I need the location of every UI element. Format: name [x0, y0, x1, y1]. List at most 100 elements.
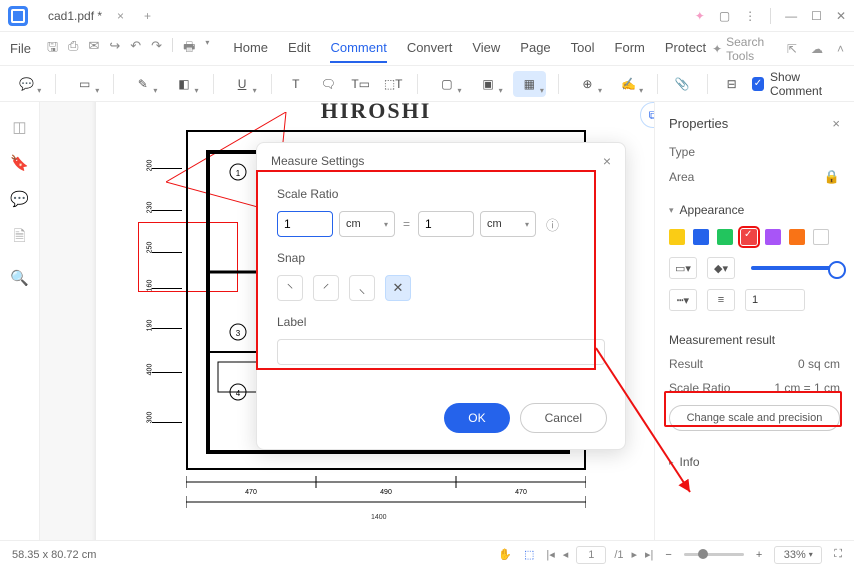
- window-minimize-icon[interactable]: —: [785, 9, 797, 23]
- save-icon[interactable]: 🖫: [47, 38, 58, 60]
- callout-tool[interactable]: 🗨: [316, 71, 340, 97]
- chevron-up-icon[interactable]: ˄: [837, 42, 844, 56]
- snap-endpoint[interactable]: ⸌: [277, 275, 303, 301]
- window-maximize-icon[interactable]: ☐: [811, 9, 822, 23]
- tab-protect[interactable]: Protect: [665, 34, 706, 63]
- swatch-purple[interactable]: [765, 229, 781, 245]
- swatch-red[interactable]: [741, 229, 757, 245]
- tab-convert[interactable]: Convert: [407, 34, 453, 63]
- print-icon[interactable]: ⎙: [68, 38, 78, 60]
- tab-tool[interactable]: Tool: [571, 34, 595, 63]
- shape-tool[interactable]: ▢▾: [430, 71, 463, 97]
- stampprev-tool[interactable]: ⊕▾: [571, 71, 604, 97]
- note-tool[interactable]: 💬▾: [10, 71, 43, 97]
- eraser-tool[interactable]: ◧▾: [167, 71, 200, 97]
- search-tools[interactable]: ✦ Search Tools: [712, 35, 773, 63]
- line-weight-btn[interactable]: ≡: [707, 289, 735, 311]
- swatch-custom[interactable]: [813, 229, 829, 245]
- opacity-slider[interactable]: [751, 266, 840, 270]
- mail-icon[interactable]: ✉: [88, 38, 99, 60]
- zoom-select[interactable]: 33%▾: [774, 546, 822, 564]
- lock-icon[interactable]: 🔒: [824, 169, 840, 185]
- scale-to-unit[interactable]: cm▾: [480, 211, 536, 237]
- stroke-color-btn[interactable]: ▭▾: [669, 257, 697, 279]
- thickness-input[interactable]: 1: [745, 289, 805, 311]
- prev-page-icon[interactable]: ◂: [563, 548, 569, 561]
- textbox-tool[interactable]: T▭: [348, 71, 372, 97]
- signature-tool[interactable]: ✍▾: [612, 71, 645, 97]
- file-menu[interactable]: File: [10, 41, 37, 56]
- last-page-icon[interactable]: ▸|: [645, 548, 653, 561]
- select-tool-icon[interactable]: ⬚: [524, 548, 534, 561]
- text-tool[interactable]: T: [284, 71, 308, 97]
- stamp-tool[interactable]: ▣▾: [471, 71, 504, 97]
- zoom-in-icon[interactable]: +: [756, 549, 762, 561]
- line-style-btn[interactable]: ┅▾: [669, 289, 697, 311]
- thumbnails-icon[interactable]: ◫: [12, 118, 26, 136]
- notes-icon[interactable]: ▢: [719, 9, 730, 23]
- appearance-section[interactable]: Appearance: [669, 203, 840, 217]
- statusbar: 58.35 x 80.72 cm ✋ ⬚ |◂ ◂ 1 /1 ▸ ▸| − + …: [0, 540, 854, 568]
- window-close-icon[interactable]: ✕: [836, 9, 846, 23]
- info-section[interactable]: Info: [669, 455, 840, 469]
- tab-page[interactable]: Page: [520, 34, 550, 63]
- share-icon[interactable]: ↪: [109, 38, 120, 60]
- swatch-blue[interactable]: [693, 229, 709, 245]
- redo-icon[interactable]: ↷: [151, 38, 162, 60]
- print2-icon[interactable]: 🖶: [183, 38, 195, 60]
- tab-form[interactable]: Form: [615, 34, 645, 63]
- snap-midpoint[interactable]: ⸍: [313, 275, 339, 301]
- fill-color-btn[interactable]: ◆▾: [707, 257, 735, 279]
- underline-tool[interactable]: U▾: [225, 71, 258, 97]
- zoom-out-icon[interactable]: −: [665, 549, 671, 561]
- label-input[interactable]: [277, 339, 605, 365]
- ok-button[interactable]: OK: [444, 403, 509, 433]
- zoom-slider[interactable]: [684, 553, 744, 556]
- kebab-menu-icon[interactable]: ⋮: [744, 9, 756, 23]
- compare-badge-icon[interactable]: ⧉: [640, 102, 654, 128]
- snap-path[interactable]: ⸜: [349, 275, 375, 301]
- page-total: /1: [614, 549, 623, 561]
- measure-settings-dialog: Measure Settings × Scale Ratio cm▾ = cm▾…: [256, 142, 626, 450]
- document-tab[interactable]: cad1.pdf * ×: [38, 3, 132, 29]
- snap-intersection[interactable]: ✕: [385, 275, 411, 301]
- tab-home[interactable]: Home: [233, 34, 268, 63]
- show-comment-toggle[interactable]: ✓ Show Comment: [752, 70, 844, 98]
- open-external-icon[interactable]: ⇱: [787, 42, 797, 56]
- ai-sparkle-icon[interactable]: ✦: [695, 9, 705, 23]
- measure-tool[interactable]: ▦▾: [513, 71, 546, 97]
- comments-icon[interactable]: 💬: [10, 190, 29, 208]
- change-scale-button[interactable]: Change scale and precision: [669, 405, 840, 431]
- help-icon[interactable]: ⓘ: [546, 215, 559, 234]
- tab-close-icon[interactable]: ×: [117, 9, 124, 23]
- swatch-orange[interactable]: [789, 229, 805, 245]
- highlight-tool[interactable]: ▭▾: [68, 71, 101, 97]
- print-dd-icon[interactable]: ▾: [205, 38, 209, 60]
- hand-tool-icon[interactable]: ✋: [498, 548, 512, 561]
- tab-comment[interactable]: Comment: [330, 34, 386, 63]
- tab-edit[interactable]: Edit: [288, 34, 310, 63]
- scale-to-input[interactable]: [418, 211, 474, 237]
- search-icon[interactable]: 🔍: [10, 269, 29, 287]
- undo-icon[interactable]: ↶: [130, 38, 141, 60]
- new-tab-button[interactable]: +: [138, 9, 157, 23]
- next-page-icon[interactable]: ▸: [632, 548, 638, 561]
- cloud-icon[interactable]: ☁: [811, 42, 823, 56]
- first-page-icon[interactable]: |◂: [546, 548, 554, 561]
- area-text-tool[interactable]: ⬚T: [381, 71, 405, 97]
- panel-close-icon[interactable]: ×: [832, 116, 840, 131]
- tab-view[interactable]: View: [472, 34, 500, 63]
- page-current[interactable]: 1: [576, 546, 606, 564]
- dialog-close-icon[interactable]: ×: [603, 153, 611, 169]
- swatch-yellow[interactable]: [669, 229, 685, 245]
- swatch-green[interactable]: [717, 229, 733, 245]
- scale-from-input[interactable]: [277, 211, 333, 237]
- comments-panel-icon[interactable]: ⊟: [719, 71, 743, 97]
- scale-from-unit[interactable]: cm▾: [339, 211, 395, 237]
- pencil-tool[interactable]: ✎▾: [126, 71, 159, 97]
- bookmark-icon[interactable]: 🔖: [10, 154, 29, 172]
- fit-page-icon[interactable]: ⛶: [834, 548, 842, 561]
- attachments-icon[interactable]: 🗎: [13, 226, 25, 251]
- attach-tool[interactable]: 📎: [670, 71, 694, 97]
- cancel-button[interactable]: Cancel: [520, 403, 607, 433]
